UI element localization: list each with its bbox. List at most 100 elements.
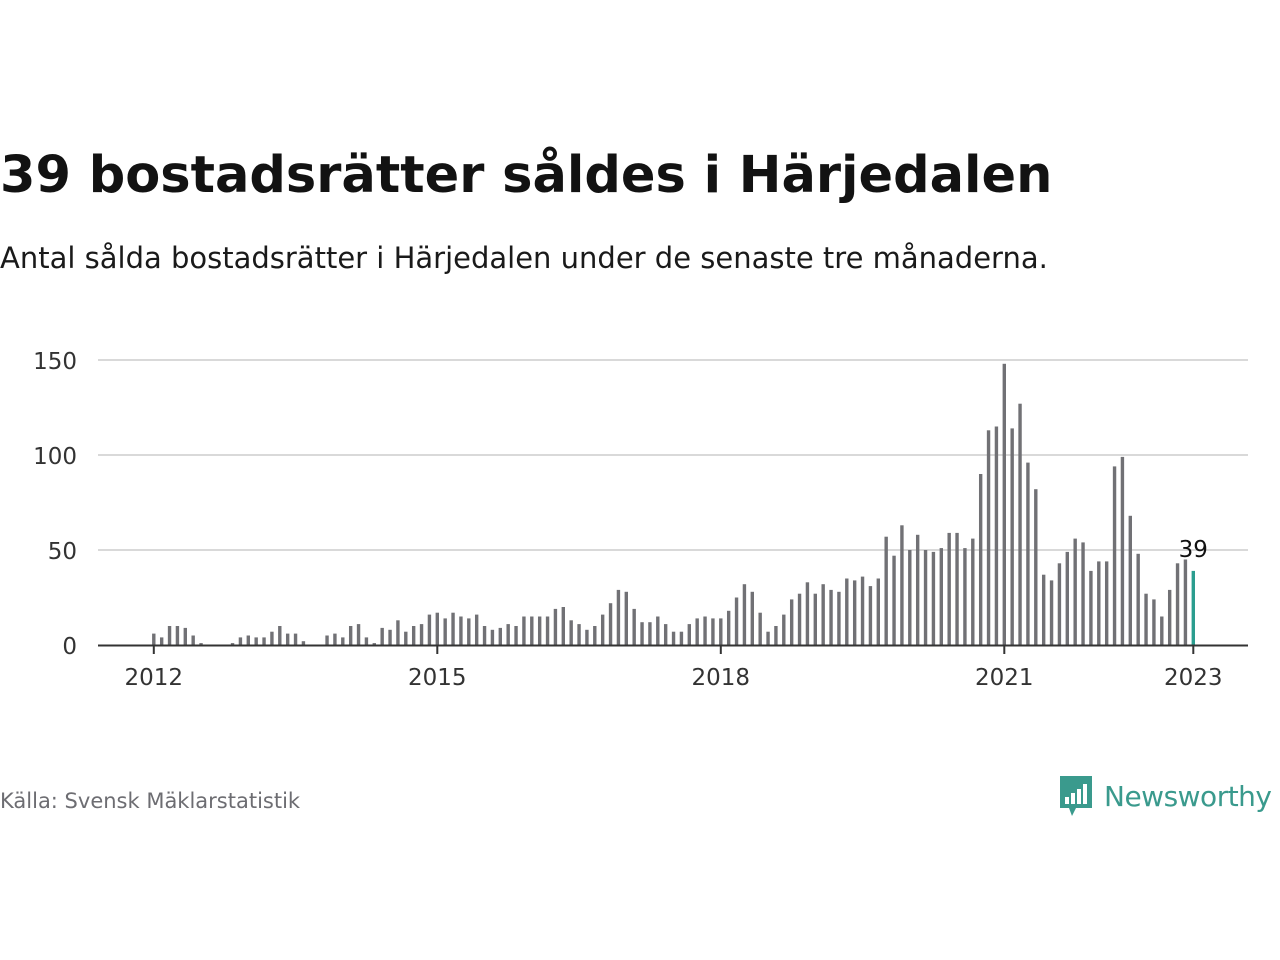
bar [175, 626, 180, 645]
bar [994, 426, 999, 645]
bar [325, 635, 329, 645]
bar [931, 551, 936, 645]
bar [908, 550, 912, 645]
bar [230, 643, 235, 645]
y-tick-label-50: 50 [48, 539, 77, 565]
bar [593, 626, 597, 645]
bar [341, 637, 345, 645]
bar [1097, 561, 1101, 645]
chart-title: 39 bostadsrätter såldes i Härjedalen [0, 146, 1053, 205]
bar [671, 631, 676, 645]
bar [719, 618, 723, 645]
bar [679, 631, 684, 645]
bar [537, 616, 542, 645]
bar [238, 637, 243, 645]
bar [372, 643, 376, 645]
bar [648, 622, 652, 645]
bar [419, 624, 424, 645]
bar [411, 626, 416, 645]
bar [742, 584, 747, 645]
bar [1167, 589, 1172, 645]
bar [947, 532, 951, 645]
bar [1041, 574, 1046, 645]
bar [640, 622, 644, 645]
bar [427, 614, 432, 645]
bar [474, 614, 479, 645]
y-tick-label-150: 150 [33, 349, 77, 375]
bar [624, 591, 628, 645]
bar [892, 555, 896, 645]
bar [1089, 570, 1093, 645]
bar [585, 629, 589, 645]
bar [632, 608, 636, 645]
bar [577, 624, 581, 645]
x-tick-label-2023: 2023 [1164, 665, 1223, 691]
bar [1160, 616, 1164, 645]
bar [789, 599, 794, 645]
bar [1065, 551, 1069, 645]
chart-subtitle: Antal sålda bostadsrätter i Härjedalen u… [0, 241, 1048, 275]
bar [1034, 489, 1038, 645]
bar [813, 593, 817, 645]
bar [404, 631, 408, 645]
bar [348, 626, 353, 645]
bar [695, 618, 699, 645]
bar [837, 591, 841, 645]
bar [860, 576, 865, 645]
bar [852, 580, 857, 645]
bar [750, 591, 754, 645]
bar [285, 633, 290, 645]
bar [608, 603, 613, 645]
bar-chart: 0 50 100 150 2012 2015 2018 2021 2023 39 [33, 349, 1248, 691]
bar [774, 626, 778, 645]
bar [1120, 456, 1125, 645]
bar [1112, 466, 1117, 645]
bar [246, 635, 250, 645]
bar [388, 629, 392, 645]
bar [1104, 561, 1109, 645]
bar [545, 616, 550, 645]
bar [600, 614, 605, 645]
gridlines [98, 359, 1248, 551]
bar [955, 532, 959, 645]
bar [1183, 559, 1188, 645]
bar [490, 629, 495, 645]
y-tick-label-100: 100 [33, 444, 77, 470]
x-tick-label-2018: 2018 [692, 665, 751, 691]
bar [663, 624, 668, 645]
bar [270, 631, 274, 645]
x-tick-label-2021: 2021 [975, 665, 1034, 691]
bar [451, 612, 455, 645]
bar [1002, 363, 1006, 645]
bar [278, 626, 282, 645]
bar [876, 578, 880, 645]
bar [301, 641, 306, 645]
bar [293, 633, 298, 645]
bar [396, 620, 400, 645]
y-tick-label-0: 0 [62, 634, 77, 660]
bar [183, 627, 187, 645]
bar [522, 616, 526, 645]
bar [553, 608, 558, 645]
bar [734, 597, 739, 645]
bar [845, 578, 849, 645]
bar [1152, 599, 1156, 645]
bar [978, 474, 983, 645]
bar [467, 618, 471, 645]
newsworthy-chart-icon [1060, 776, 1092, 816]
bar [915, 534, 920, 645]
bar [939, 548, 943, 645]
bar [923, 550, 928, 645]
bar [506, 624, 510, 645]
bar [561, 607, 565, 645]
bar [805, 582, 810, 645]
bar [766, 631, 770, 645]
bar [262, 637, 266, 645]
x-axis-ticks: 2012 2015 2018 2021 2023 [125, 645, 1223, 691]
source-note: Källa: Svensk Mäklarstatistik [0, 789, 301, 813]
bar [380, 627, 384, 645]
bar [986, 430, 991, 645]
bar [333, 633, 337, 645]
bar [1128, 515, 1132, 645]
bar [364, 637, 369, 645]
